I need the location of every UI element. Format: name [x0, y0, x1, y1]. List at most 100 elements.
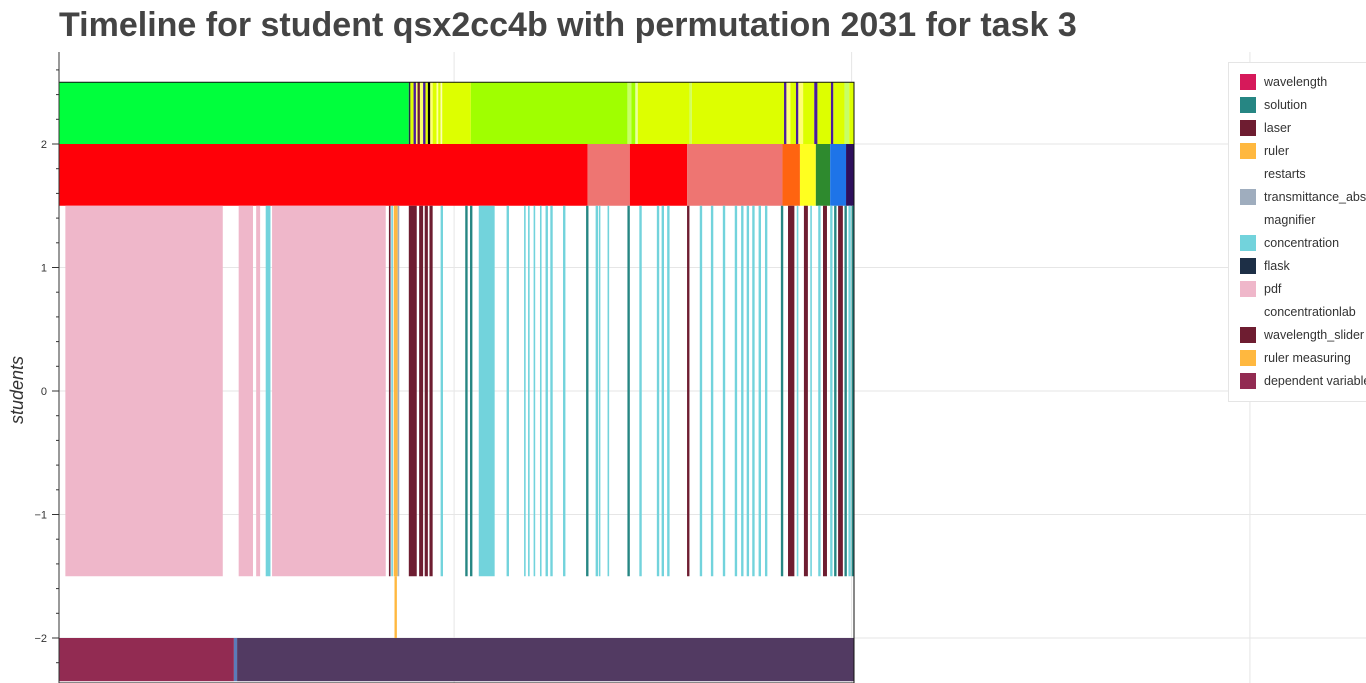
- timeline-segment: [408, 205, 417, 577]
- timeline-segment: [413, 82, 416, 144]
- timeline-segment: [424, 205, 428, 577]
- timeline-segments: [59, 82, 854, 682]
- legend-item: ruler: [1240, 141, 1366, 161]
- timeline-segment: [798, 82, 804, 144]
- legend-swatch: [1240, 327, 1256, 343]
- legend-label: magnifier: [1264, 213, 1316, 227]
- timeline-segment: [790, 82, 796, 144]
- timeline-segment: [786, 82, 791, 144]
- y-tick-label: −2: [34, 633, 47, 645]
- timeline-segment: [734, 205, 738, 577]
- timeline-segment: [417, 82, 420, 144]
- timeline-segment: [436, 82, 439, 144]
- legend-label: pdf: [1264, 282, 1282, 296]
- legend-item: pdf: [1240, 279, 1366, 299]
- legend-label: solution: [1264, 98, 1308, 112]
- legend-item: transmittance_absorbance: [1240, 187, 1366, 207]
- legend-label: wavelength_slider: [1264, 328, 1365, 342]
- timeline-segment: [237, 638, 854, 682]
- timeline-segment: [470, 205, 473, 577]
- timeline-segment: [410, 82, 414, 144]
- legend-label: wavelength: [1264, 75, 1328, 89]
- timeline-segment: [563, 205, 566, 577]
- legend-item: wavelength: [1240, 72, 1366, 92]
- legend-item: restarts: [1240, 164, 1366, 184]
- timeline-segment: [430, 82, 433, 144]
- timeline-segment: [438, 82, 441, 144]
- timeline-segment: [844, 82, 850, 144]
- timeline-segment: [528, 205, 530, 577]
- timeline-segment: [59, 638, 234, 682]
- timeline-segment: [394, 576, 397, 638]
- timeline-segment: [415, 82, 418, 144]
- timeline-segment: [722, 205, 726, 577]
- legend-item: concentrationlab: [1240, 302, 1366, 322]
- legend-swatch: [1240, 373, 1256, 389]
- timeline-segment: [233, 638, 238, 682]
- timeline-segment: [539, 205, 542, 577]
- legend-swatch: [1240, 235, 1256, 251]
- legend-swatch: [1240, 97, 1256, 113]
- legend-item: magnifier: [1240, 210, 1366, 230]
- timeline-segment: [830, 144, 847, 206]
- legend-item: laser: [1240, 118, 1366, 138]
- timeline-segment: [506, 205, 509, 577]
- timeline-segment: [598, 205, 601, 577]
- timeline-segment: [629, 144, 688, 206]
- y-axis-label: students: [7, 356, 27, 424]
- legend-swatch: [1240, 120, 1256, 136]
- timeline-segment: [595, 205, 599, 577]
- timeline-segment: [667, 205, 670, 577]
- timeline-segment: [758, 205, 761, 577]
- timeline-segment: [699, 205, 703, 577]
- legend-label: ruler: [1264, 144, 1290, 158]
- timeline-segment: [265, 205, 271, 577]
- timeline-segment: [661, 205, 664, 577]
- timeline-segment: [470, 82, 628, 144]
- legend-label: laser: [1264, 121, 1292, 135]
- legend-swatch: [1240, 189, 1256, 205]
- legend-label: flask: [1264, 259, 1290, 273]
- legend-label: concentrationlab: [1264, 305, 1356, 319]
- timeline-segment: [272, 205, 386, 577]
- timeline-segment: [524, 205, 526, 577]
- timeline-segment: [586, 205, 589, 577]
- legend-item: solution: [1240, 95, 1366, 115]
- timeline-segment: [851, 205, 854, 577]
- timeline-segment: [545, 205, 548, 577]
- timeline-segment: [635, 82, 638, 144]
- timeline-segment: [764, 205, 768, 577]
- timeline-segment: [587, 144, 630, 206]
- timeline-segment: [238, 205, 253, 577]
- timeline-segment: [741, 205, 744, 577]
- timeline-segment: [830, 205, 833, 577]
- timeline-segment: [391, 205, 393, 577]
- legend-item: dependent variable: [1240, 371, 1366, 391]
- timeline-segment: [788, 205, 795, 577]
- timeline-segment: [817, 82, 831, 144]
- timeline-segment: [256, 205, 261, 577]
- timeline-segment: [810, 205, 812, 577]
- timeline-segment: [687, 144, 783, 206]
- chart-title: Timeline for student qsx2cc4b with permu…: [59, 6, 1077, 44]
- timeline-segment: [419, 205, 424, 577]
- timeline-segment: [478, 205, 495, 577]
- timeline-segment: [782, 144, 800, 206]
- timeline-segment: [440, 82, 443, 144]
- timeline-segment: [465, 205, 468, 577]
- timeline-segment: [849, 82, 854, 144]
- timeline-segment: [388, 205, 391, 577]
- timeline-segment: [691, 82, 785, 144]
- timeline-segment: [627, 205, 630, 577]
- timeline-segment: [59, 144, 588, 206]
- legend-label: transmittance_absorbance: [1264, 190, 1366, 204]
- timeline-segment: [423, 82, 426, 144]
- timeline-segment: [550, 205, 553, 577]
- timeline-segment: [838, 205, 843, 577]
- timeline-segment: [784, 82, 787, 144]
- timeline-segment: [442, 82, 471, 144]
- timeline-segment: [818, 205, 821, 577]
- timeline-segment: [822, 205, 827, 577]
- legend-label: dependent variable: [1264, 374, 1366, 388]
- legend-swatch: [1240, 143, 1256, 159]
